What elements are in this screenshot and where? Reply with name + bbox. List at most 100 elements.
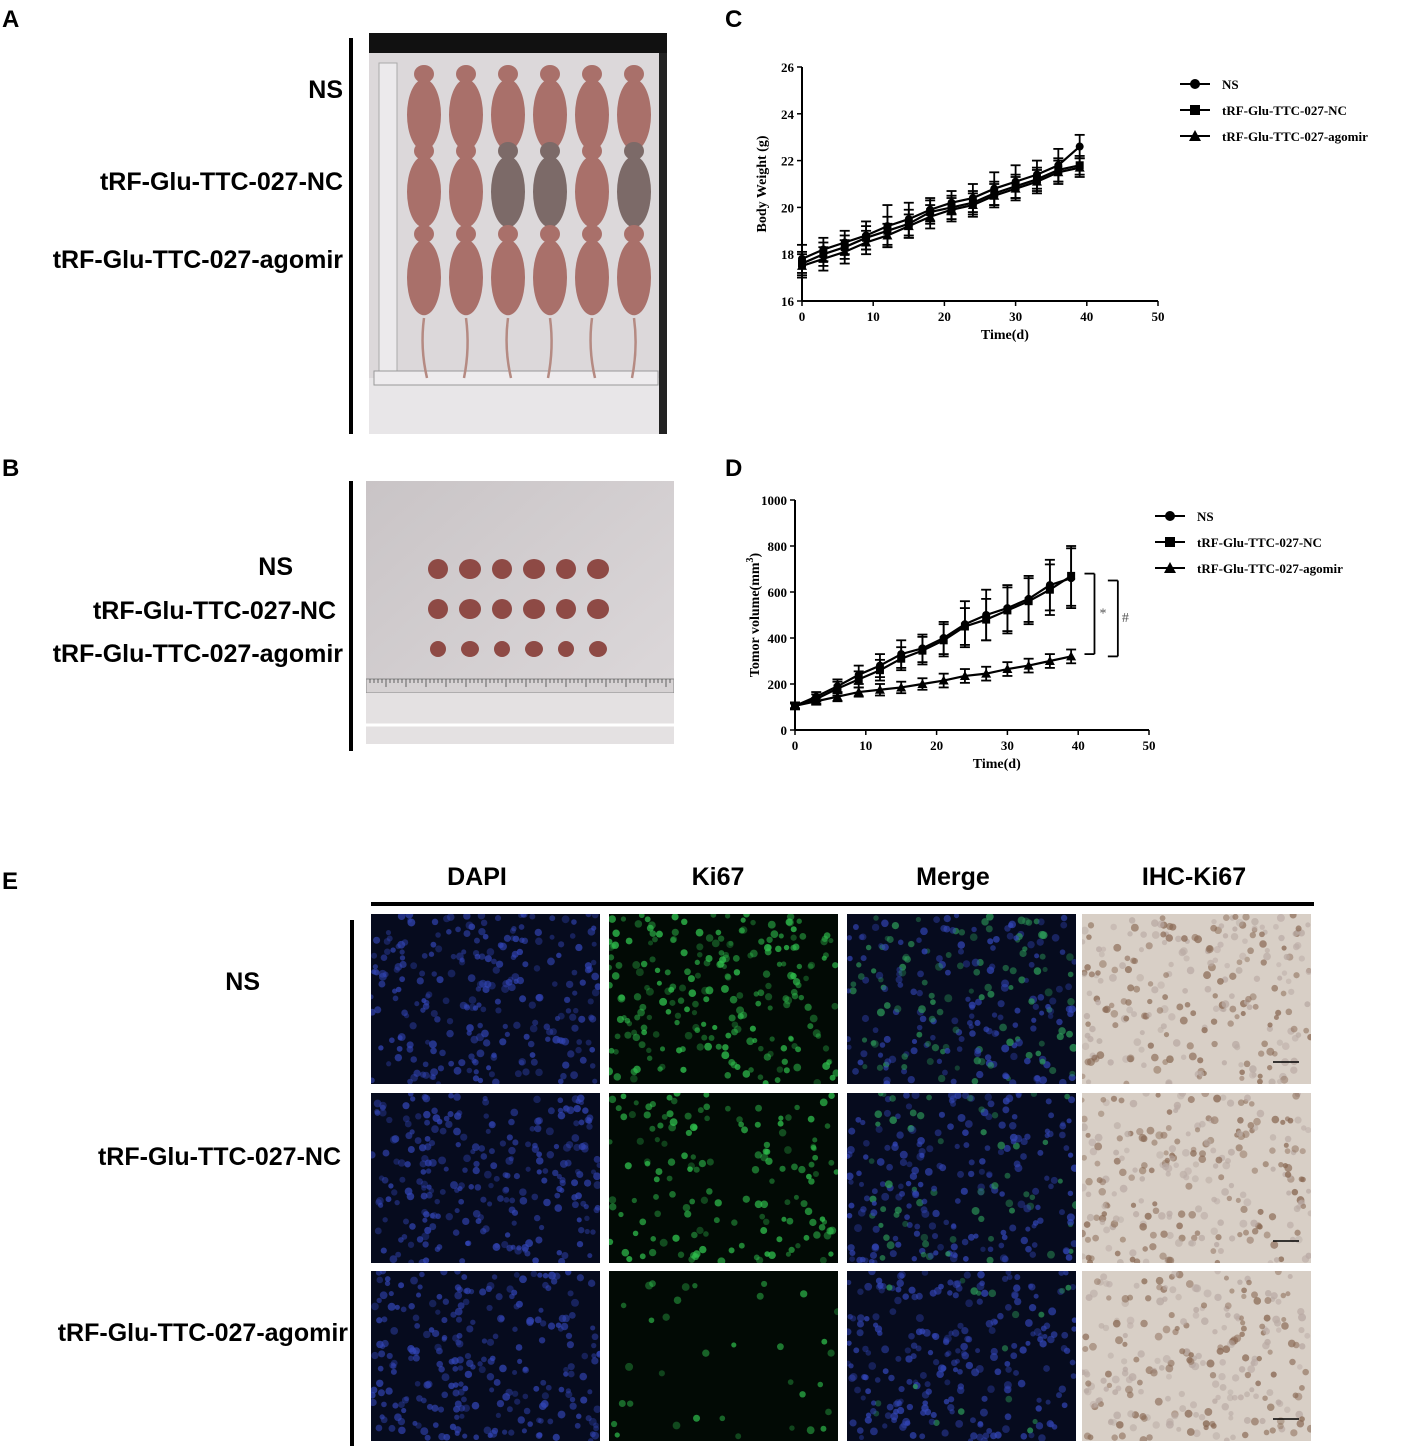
cell-nucleus: [381, 1316, 388, 1323]
cell-nucleus: [789, 1425, 795, 1431]
cell-nucleus: [973, 968, 981, 976]
cell-nucleus: [508, 1118, 515, 1126]
cell-nucleus: [582, 1107, 589, 1114]
cell-nucleus: [381, 1401, 387, 1408]
cell-nucleus: [483, 1170, 492, 1179]
cell-nucleus: [1003, 1144, 1011, 1153]
cell-nucleus: [963, 1142, 970, 1149]
cell-nucleus: [1089, 1025, 1096, 1033]
cell-nucleus: [715, 1043, 722, 1050]
cell-nucleus: [424, 1159, 432, 1167]
cell-nucleus: [910, 1342, 918, 1349]
cell-nucleus: [1221, 1060, 1228, 1066]
cell-nucleus: [1263, 1231, 1271, 1239]
cell-nucleus: [384, 1280, 391, 1287]
cell-nucleus: [951, 1359, 958, 1367]
cell-nucleus: [466, 1030, 472, 1036]
cell-nucleus: [742, 1195, 750, 1203]
cell-nucleus: [637, 1008, 645, 1017]
cell-nucleus: [880, 984, 887, 991]
cell-nucleus: [620, 916, 627, 922]
cell-nucleus: [997, 1014, 1004, 1021]
cell-nucleus: [912, 1383, 918, 1390]
cell-nucleus: [1257, 1208, 1264, 1215]
cell-nucleus: [468, 1184, 475, 1190]
cell-nucleus: [704, 1115, 710, 1122]
cell-nucleus: [1105, 1244, 1113, 1252]
cell-nucleus: [958, 929, 966, 936]
cell-nucleus: [1082, 939, 1086, 945]
cell-nucleus: [457, 1365, 464, 1371]
cell-nucleus: [371, 952, 378, 959]
cell-nucleus: [545, 1036, 551, 1042]
cell-nucleus: [513, 1021, 521, 1030]
cell-nucleus: [899, 963, 907, 971]
cell-nucleus: [471, 1401, 480, 1410]
cell-nucleus: [416, 977, 424, 985]
cell-nucleus: [567, 1050, 575, 1058]
legend-label: tRF-Glu-TTC-027-NC: [1197, 535, 1322, 550]
cell-nucleus: [848, 1179, 854, 1185]
cell-nucleus: [1212, 1398, 1218, 1404]
cell-nucleus: [753, 1254, 760, 1261]
legend-label: NS: [1222, 77, 1239, 92]
cell-nucleus: [377, 1389, 385, 1397]
cell-nucleus: [1011, 1113, 1018, 1120]
cell-nucleus: [517, 1358, 523, 1364]
cell-nucleus: [631, 1197, 637, 1204]
cell-nucleus: [475, 1218, 482, 1224]
cell-nucleus: [717, 935, 725, 942]
cell-nucleus: [1151, 1053, 1159, 1062]
cell-nucleus: [950, 1078, 957, 1084]
cell-nucleus: [478, 1145, 486, 1152]
cell-nucleus: [555, 1322, 562, 1328]
cell-nucleus: [997, 1141, 1006, 1150]
tumor: [558, 641, 574, 657]
cell-nucleus: [1159, 915, 1166, 922]
cell-nucleus: [445, 1120, 453, 1129]
cell-nucleus: [665, 1008, 672, 1015]
marker-square: [1024, 597, 1033, 606]
cell-nucleus: [1082, 1369, 1086, 1376]
cell-nucleus: [1204, 985, 1212, 993]
cell-nucleus: [1199, 1360, 1206, 1366]
cell-nucleus: [1206, 1359, 1215, 1368]
cell-nucleus: [1215, 1156, 1223, 1164]
cell-nucleus: [1162, 1284, 1168, 1291]
cell-nucleus: [1277, 1422, 1284, 1430]
cell-nucleus: [868, 1158, 875, 1164]
cell-nucleus: [611, 972, 620, 980]
cell-nucleus: [1276, 1039, 1284, 1046]
cell-nucleus: [987, 1385, 995, 1393]
cell-nucleus: [698, 1159, 707, 1168]
cell-nucleus: [847, 955, 853, 962]
cell-nucleus: [673, 1093, 681, 1097]
cell-nucleus: [892, 1235, 899, 1242]
cell-nucleus: [1100, 946, 1107, 952]
cell-nucleus: [741, 1126, 749, 1134]
cell-nucleus: [928, 1222, 937, 1230]
cell-nucleus: [539, 1320, 547, 1327]
cell-nucleus: [632, 1230, 639, 1237]
cell-nucleus: [1150, 1369, 1158, 1377]
cell-nucleus: [691, 1231, 698, 1239]
cell-nucleus: [849, 1373, 858, 1381]
cell-nucleus: [1261, 1040, 1268, 1048]
cell-nucleus: [565, 1391, 573, 1399]
cell-nucleus: [1124, 966, 1132, 974]
cell-nucleus: [484, 955, 492, 963]
cell-nucleus: [659, 1063, 666, 1071]
tumor: [459, 559, 481, 579]
cell-nucleus: [832, 962, 838, 969]
cell-nucleus: [762, 970, 771, 978]
y-tick-label: 0: [781, 723, 788, 738]
cell-nucleus: [767, 1050, 774, 1057]
cell-nucleus: [872, 1027, 879, 1034]
cell-nucleus: [881, 985, 889, 993]
cell-nucleus: [519, 1275, 527, 1284]
cell-nucleus: [985, 1320, 994, 1328]
cell-nucleus: [428, 951, 435, 957]
cell-nucleus: [684, 968, 691, 976]
cell-nucleus: [465, 921, 474, 930]
marker-triangle: [1066, 651, 1077, 661]
